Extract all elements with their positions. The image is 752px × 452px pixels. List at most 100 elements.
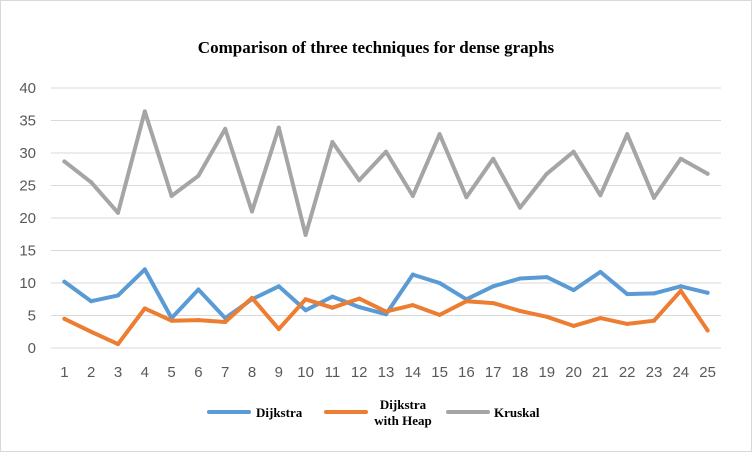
x-tick-label: 8 [248,364,256,381]
data-point [223,320,228,324]
data-point [116,210,120,215]
data-point [678,156,683,161]
data-point [62,316,67,321]
data-point [169,193,174,198]
data-point [116,342,120,347]
data-point [116,293,120,298]
y-axis-tick-labels: 0 5 10 15 20 25 30 35 40 [19,80,36,357]
data-point [437,132,442,137]
x-tick-label: 24 [672,364,689,381]
y-tick-label: 20 [19,210,36,227]
data-point [62,159,67,164]
data-point [705,328,710,333]
data-point [330,294,335,299]
data-point [625,292,630,297]
y-tick-label: 40 [19,80,36,97]
x-tick-label: 22 [619,364,636,381]
data-point [491,301,496,306]
data-point [544,275,549,280]
data-point [410,303,415,308]
data-point [598,193,603,198]
data-point [544,171,549,176]
data-point [652,291,656,296]
data-point [464,299,469,304]
data-point [410,193,415,198]
data-point [518,276,522,281]
data-point [196,318,201,323]
legend-label-line: Dijkstra [380,397,427,412]
data-point [571,288,576,293]
data-point [652,195,656,200]
data-point [169,318,174,323]
x-tick-label: 23 [646,364,663,381]
x-tick-label: 6 [194,364,202,381]
data-point [357,296,362,301]
data-point [410,272,415,277]
data-point [276,125,281,130]
data-point [250,295,254,300]
x-tick-label: 17 [485,364,502,381]
data-point [142,306,147,311]
x-tick-label: 19 [538,364,555,381]
data-point [625,321,630,326]
legend-label: Dijkstra [256,405,303,420]
data-point [196,173,201,178]
data-point [652,318,656,323]
x-tick-label: 5 [167,364,175,381]
y-tick-label: 15 [19,243,36,260]
legend-label: Dijkstra with Heap [374,397,431,428]
data-point [437,312,442,317]
x-tick-label: 4 [141,364,149,381]
y-tick-label: 25 [19,178,36,195]
data-point [625,132,630,137]
x-tick-label: 13 [378,364,395,381]
data-point [303,308,308,313]
data-point [357,178,362,183]
data-point [571,149,576,154]
data-point [303,232,308,237]
data-point [142,267,147,272]
data-point [491,284,496,289]
data-point [384,309,388,314]
data-point [89,329,94,334]
data-point [142,109,147,114]
x-tick-label: 16 [458,364,475,381]
x-tick-label: 10 [297,364,314,381]
x-tick-label: 25 [699,364,716,381]
y-tick-label: 0 [28,340,36,357]
data-point [437,281,442,285]
data-point [518,308,522,313]
data-point [678,284,683,289]
x-tick-label: 7 [221,364,229,381]
x-tick-label: 3 [114,364,122,381]
data-point [678,288,683,293]
x-tick-label: 20 [565,364,582,381]
data-point [571,323,576,328]
x-tick-label: 11 [325,364,341,381]
x-tick-label: 21 [592,364,609,381]
data-point [330,139,335,144]
data-point [544,314,549,319]
data-point [384,149,388,154]
legend-label: Kruskal [494,405,540,420]
data-point [705,290,710,295]
data-point [357,305,362,310]
x-axis-tick-labels: 1 2 3 4 5 6 7 8 9 10 11 12 13 14 15 16 17 18 19 20 21 22 23 24 2… [60,364,716,381]
data-point [276,327,281,332]
data-point [89,180,94,185]
y-tick-label: 35 [19,113,36,130]
data-point [89,299,94,304]
data-point [330,305,335,310]
x-tick-label: 9 [275,364,283,381]
data-point [518,205,522,210]
data-point [303,297,308,302]
x-tick-label: 12 [351,364,368,381]
data-point [598,269,603,274]
data-point [62,279,67,284]
x-tick-label: 15 [431,364,448,381]
data-point [223,126,228,131]
data-point [705,171,710,176]
x-tick-label: 2 [87,364,95,381]
